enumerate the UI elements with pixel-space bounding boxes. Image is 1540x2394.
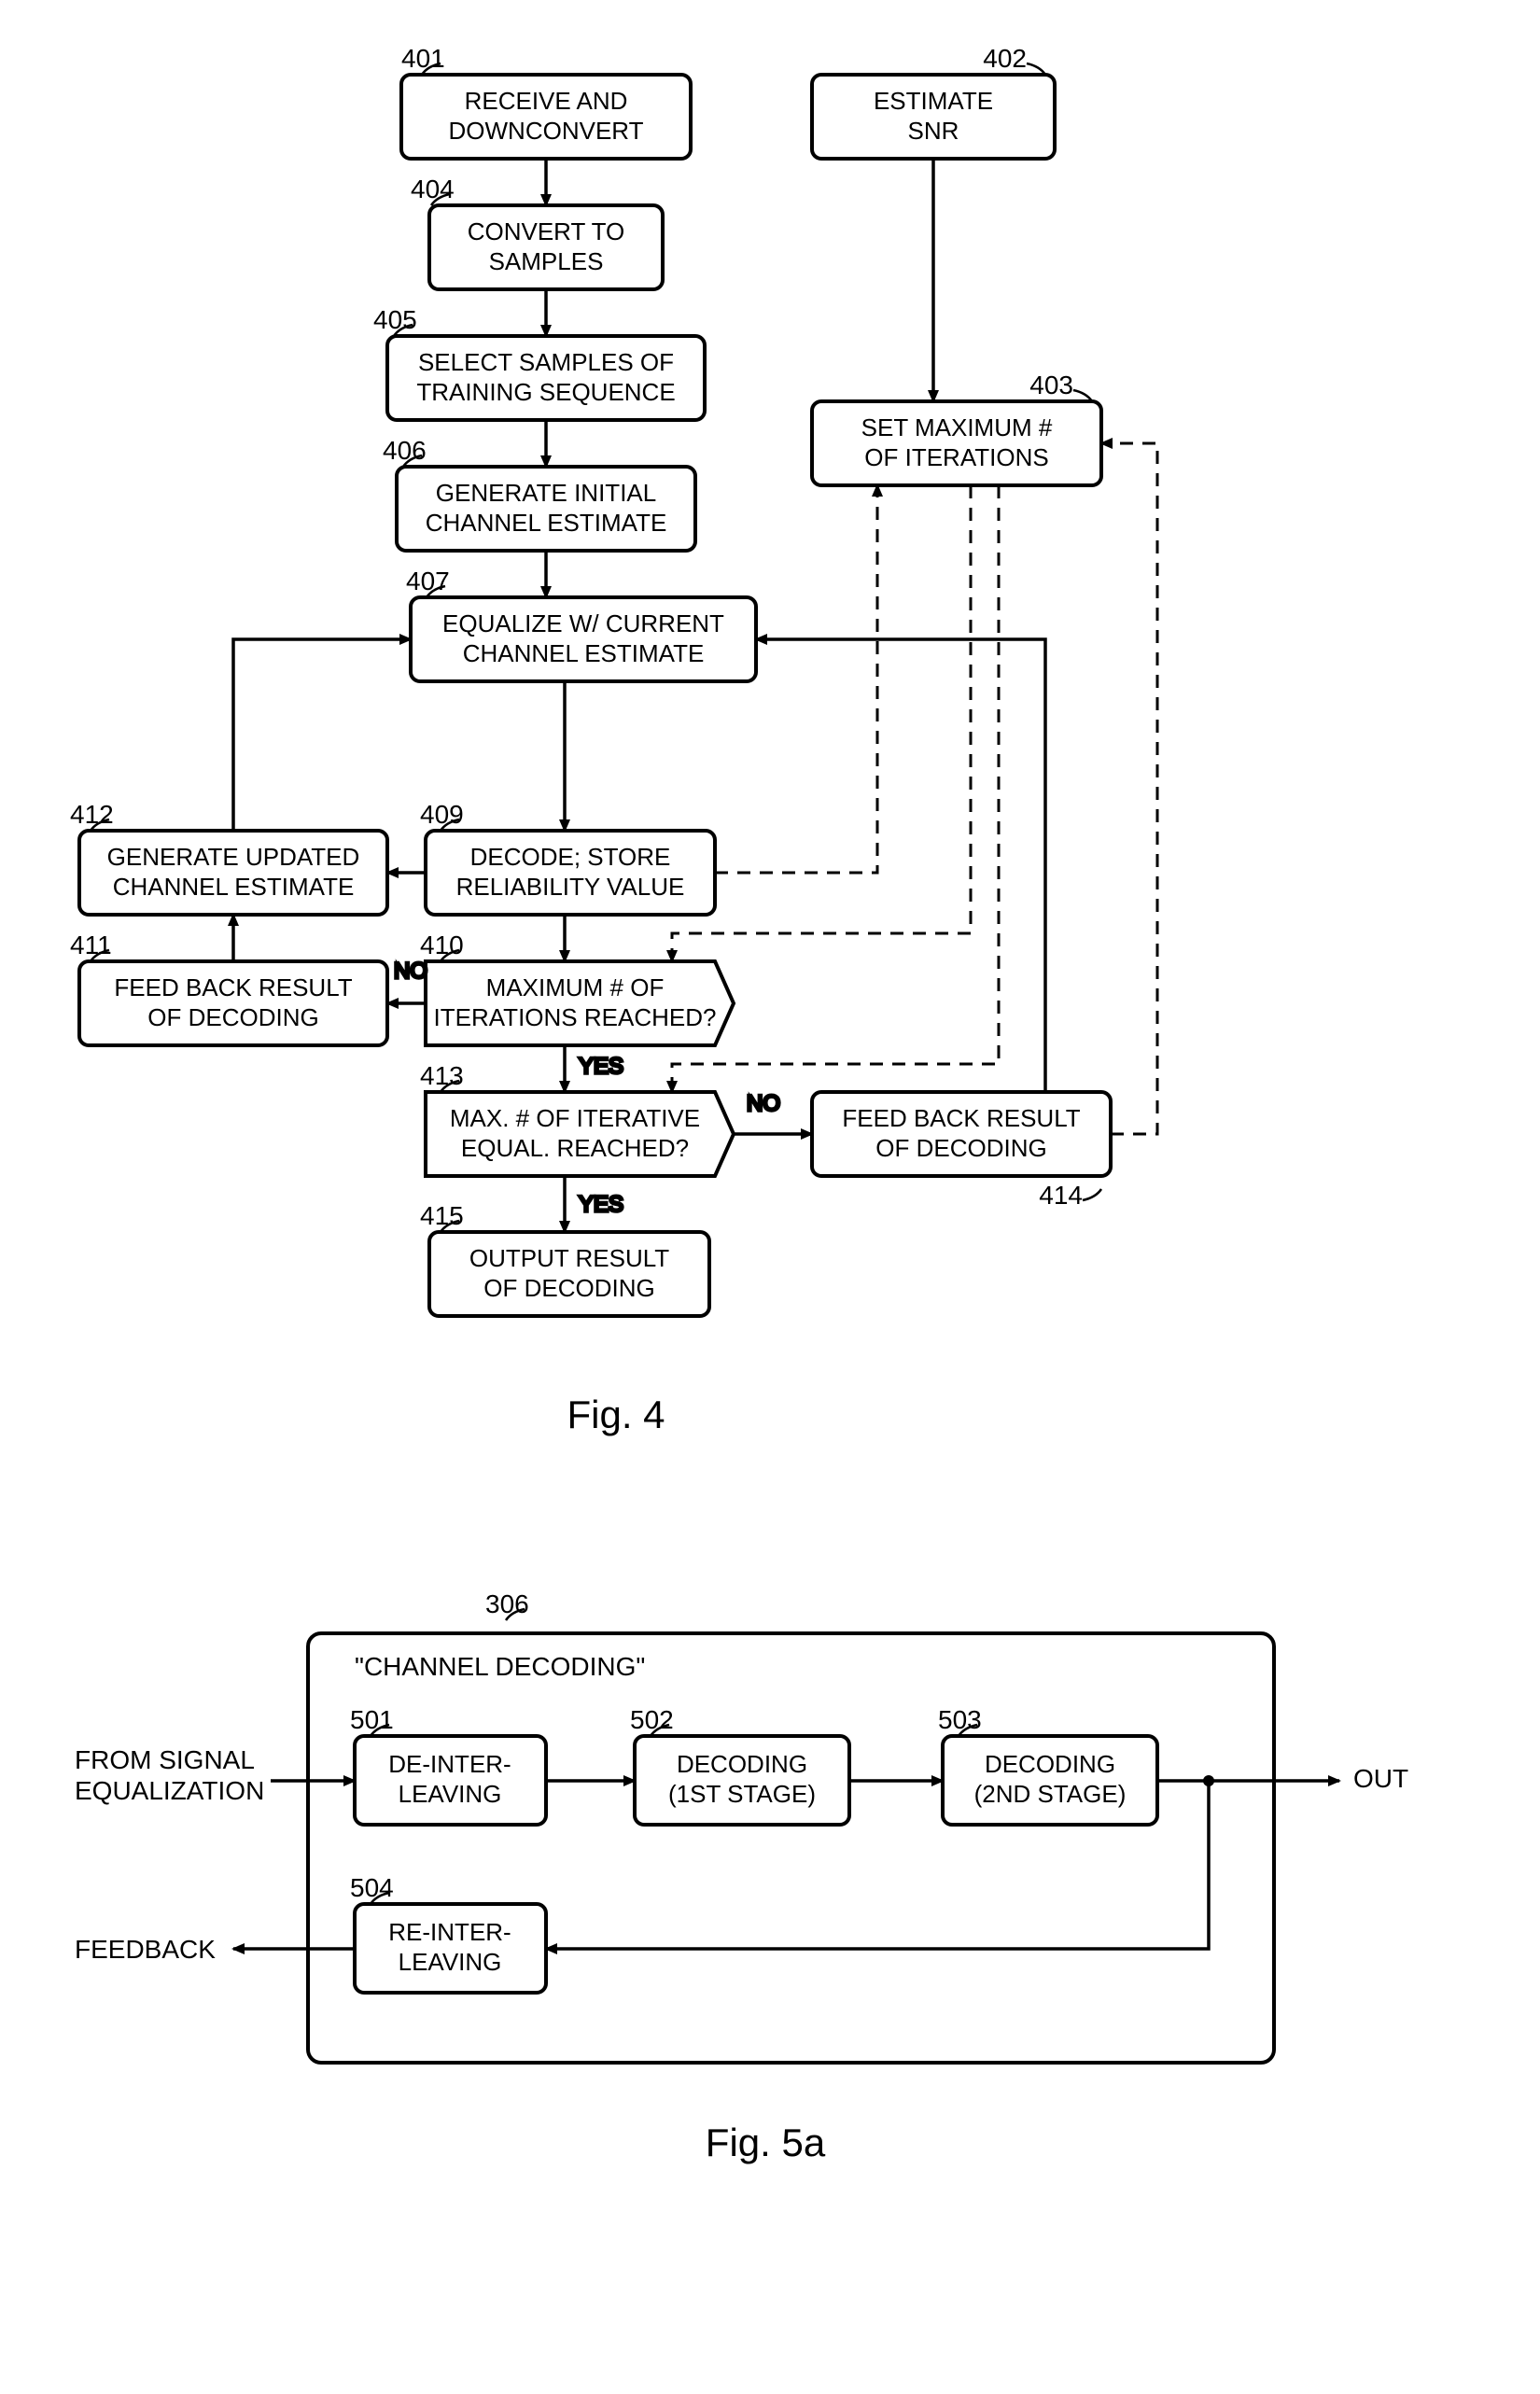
node-406: GENERATE INITIAL CHANNEL ESTIMATE 406 [383,436,695,551]
svg-text:403: 403 [1029,371,1073,399]
figure-4: RECEIVE AND DOWNCONVERT 401 ESTIMATE SNR… [37,37,1503,1559]
svg-text:CONVERT TO: CONVERT TO [468,217,625,245]
svg-text:NO: NO [394,959,427,984]
svg-text:YES: YES [579,1192,623,1217]
svg-text:RELIABILITY VALUE: RELIABILITY VALUE [456,873,685,901]
svg-text:FROM SIGNAL: FROM SIGNAL [75,1745,255,1774]
svg-text:(1ST STAGE): (1ST STAGE) [668,1780,816,1808]
svg-text:306: 306 [485,1589,529,1618]
svg-text:401: 401 [401,44,445,73]
svg-text:502: 502 [630,1705,674,1734]
svg-text:409: 409 [420,800,464,829]
svg-text:EQUAL. REACHED?: EQUAL. REACHED? [461,1134,689,1162]
svg-text:503: 503 [938,1705,982,1734]
svg-text:ITERATIONS REACHED?: ITERATIONS REACHED? [434,1003,717,1031]
svg-text:405: 405 [373,305,417,334]
svg-text:404: 404 [411,175,455,203]
svg-text:LEAVING: LEAVING [399,1780,502,1808]
svg-text:DOWNCONVERT: DOWNCONVERT [449,117,644,145]
fig5a-caption: Fig. 5a [706,2121,826,2164]
svg-text:DECODING: DECODING [677,1750,807,1778]
node-402: ESTIMATE SNR 402 [812,44,1055,159]
edges-dashed [672,443,1157,1134]
fig4-caption: Fig. 4 [567,1393,665,1436]
svg-text:407: 407 [406,567,450,595]
node-414: FEED BACK RESULT OF DECODING 414 [812,1092,1111,1210]
figure-5a: "CHANNEL DECODING" 306 DE-INTER- LEAVING… [37,1559,1503,2231]
svg-text:DECODING: DECODING [985,1750,1115,1778]
svg-text:EQUALIZATION: EQUALIZATION [75,1776,264,1805]
svg-text:GENERATE INITIAL: GENERATE INITIAL [436,479,656,507]
svg-text:"CHANNEL DECODING": "CHANNEL DECODING" [355,1652,645,1681]
svg-text:DE-INTER-: DE-INTER- [388,1750,511,1778]
svg-text:OF ITERATIONS: OF ITERATIONS [864,443,1048,471]
svg-text:EQUALIZE W/ CURRENT: EQUALIZE W/ CURRENT [442,609,724,637]
svg-text:SELECT SAMPLES OF: SELECT SAMPLES OF [418,348,674,376]
svg-text:413: 413 [420,1061,464,1090]
svg-text:414: 414 [1039,1181,1083,1210]
node-411: FEED BACK RESULT OF DECODING 411 [70,931,387,1045]
node-412: GENERATE UPDATED CHANNEL ESTIMATE 412 [70,800,387,915]
svg-text:GENERATE UPDATED: GENERATE UPDATED [107,843,360,871]
svg-text:504: 504 [350,1873,394,1902]
node-413: MAX. # OF ITERATIVE EQUAL. REACHED? 413 [420,1061,734,1176]
svg-text:FEED BACK RESULT: FEED BACK RESULT [114,973,352,1001]
svg-text:YES: YES [579,1054,623,1079]
svg-text:(2ND STAGE): (2ND STAGE) [974,1780,1127,1808]
svg-text:MAXIMUM # OF: MAXIMUM # OF [486,973,665,1001]
svg-text:OF DECODING: OF DECODING [147,1003,318,1031]
svg-text:CHANNEL ESTIMATE: CHANNEL ESTIMATE [426,509,667,537]
svg-text:MAX. # OF ITERATIVE: MAX. # OF ITERATIVE [450,1104,700,1132]
node-404: CONVERT TO SAMPLES 404 [411,175,663,289]
svg-text:OF DECODING: OF DECODING [483,1274,654,1302]
svg-text:CHANNEL ESTIMATE: CHANNEL ESTIMATE [113,873,355,901]
svg-text:FEEDBACK: FEEDBACK [75,1935,216,1964]
svg-text:SET MAXIMUM #: SET MAXIMUM # [861,413,1053,441]
node-409: DECODE; STORE RELIABILITY VALUE 409 [420,800,715,915]
svg-text:CHANNEL ESTIMATE: CHANNEL ESTIMATE [463,639,705,667]
svg-text:SNR: SNR [908,117,959,145]
svg-text:415: 415 [420,1201,464,1230]
svg-text:ESTIMATE: ESTIMATE [874,87,993,115]
svg-text:501: 501 [350,1705,394,1734]
svg-text:412: 412 [70,800,114,829]
svg-text:TRAINING SEQUENCE: TRAINING SEQUENCE [416,378,675,406]
node-403: SET MAXIMUM # OF ITERATIONS 403 [812,371,1101,485]
svg-text:OUTPUT RESULT: OUTPUT RESULT [469,1244,669,1272]
node-410: MAXIMUM # OF ITERATIONS REACHED? 410 [420,931,734,1045]
edges-solid: NO YES NO YES [233,159,1045,1232]
svg-text:LEAVING: LEAVING [399,1948,502,1976]
svg-text:402: 402 [983,44,1027,73]
svg-text:OF DECODING: OF DECODING [875,1134,1046,1162]
node-407: EQUALIZE W/ CURRENT CHANNEL ESTIMATE 407 [406,567,756,681]
svg-text:410: 410 [420,931,464,959]
svg-text:OUT: OUT [1353,1764,1408,1793]
node-405: SELECT SAMPLES OF TRAINING SEQUENCE 405 [373,305,705,420]
svg-text:SAMPLES: SAMPLES [489,247,604,275]
svg-text:NO: NO [747,1091,780,1116]
svg-text:RECEIVE AND: RECEIVE AND [465,87,628,115]
svg-text:DECODE; STORE: DECODE; STORE [470,843,671,871]
svg-text:RE-INTER-: RE-INTER- [388,1918,511,1946]
svg-text:406: 406 [383,436,427,465]
node-401: RECEIVE AND DOWNCONVERT 401 [401,44,691,159]
svg-text:411: 411 [70,931,112,959]
svg-text:FEED BACK RESULT: FEED BACK RESULT [842,1104,1080,1132]
